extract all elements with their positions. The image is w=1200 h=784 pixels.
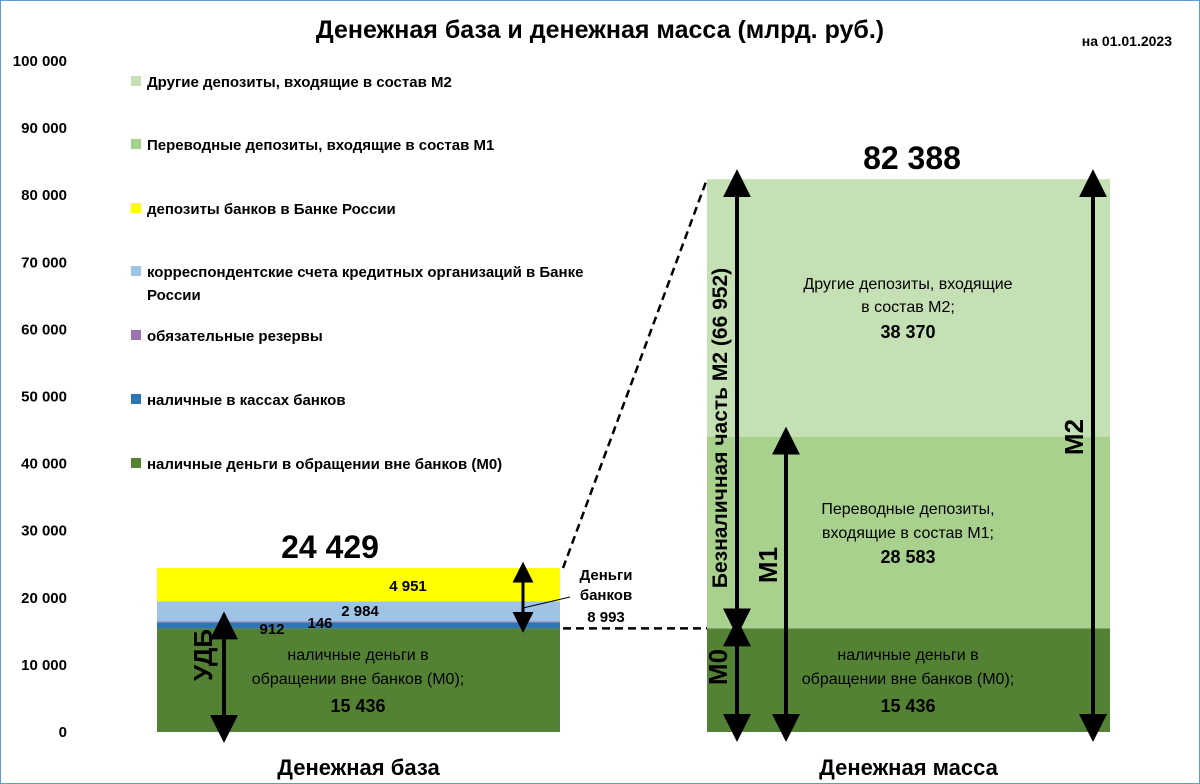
segment-text: Другие депозиты, входящие bbox=[803, 276, 1012, 293]
bar-segment bbox=[157, 601, 560, 622]
bar-total-label: 24 429 bbox=[281, 529, 379, 565]
y-tick-label: 0 bbox=[59, 724, 67, 741]
segment-text: входящие в состав М1; bbox=[822, 525, 994, 542]
legend-label: наличные деньги в обращении вне банков (… bbox=[147, 456, 502, 473]
m0-label: М0 bbox=[703, 649, 733, 685]
segment-value: 15 436 bbox=[330, 696, 385, 716]
connector-dashed bbox=[561, 178, 709, 569]
segment-text: наличные деньги в bbox=[287, 647, 428, 664]
y-tick-label: 100 000 bbox=[13, 53, 67, 70]
legend-swatch bbox=[131, 330, 141, 340]
legend-label: России bbox=[147, 287, 201, 304]
y-tick-label: 70 000 bbox=[21, 254, 67, 271]
segment-value: 38 370 bbox=[880, 322, 935, 342]
segment-value: 15 436 bbox=[880, 696, 935, 716]
y-tick-label: 30 000 bbox=[21, 523, 67, 540]
segment-value: 912 bbox=[259, 621, 284, 638]
y-axis: 0 10 000 20 000 30 000 40 000 50 000 60 000 70 … bbox=[13, 53, 67, 741]
segment-value: 4 951 bbox=[389, 578, 427, 595]
y-tick-label: 50 000 bbox=[21, 389, 67, 406]
legend-swatch bbox=[131, 266, 141, 276]
chart-title: Денежная база и денежная масса (млрд. ру… bbox=[316, 16, 884, 44]
annotations: наличные деньги в обращении вне банков (М… bbox=[188, 169, 1107, 743]
legend-swatch bbox=[131, 76, 141, 86]
bank-money-leader bbox=[522, 596, 571, 609]
bar-total-label: 82 388 bbox=[863, 140, 961, 176]
legend-label: Другие депозиты, входящие в состав М2 bbox=[147, 74, 452, 91]
bar-segment bbox=[157, 622, 560, 629]
bar-segment bbox=[707, 179, 1110, 437]
y-tick-label: 20 000 bbox=[21, 590, 67, 607]
x-category-label: Денежная база bbox=[277, 755, 440, 780]
x-category-label: Денежная масса bbox=[819, 755, 998, 780]
noncash-label: Безналичная часть М2 (66 952) bbox=[709, 268, 732, 588]
bank-money-label: Деньги bbox=[580, 567, 633, 584]
legend-swatch bbox=[131, 394, 141, 404]
segment-value: 2 984 bbox=[341, 603, 379, 620]
legend-swatch bbox=[131, 203, 141, 213]
m1-label: М1 bbox=[753, 547, 783, 583]
bars: 24 429 Денежная база 82 388 Денежная масса bbox=[157, 140, 1110, 780]
legend-label: наличные в кассах банков bbox=[147, 392, 346, 409]
legend-label: Переводные депозиты, входящие в состав М… bbox=[147, 137, 494, 154]
legend-swatch bbox=[131, 458, 141, 468]
legend-label: обязательные резервы bbox=[147, 328, 323, 345]
legend: Другие депозиты, входящие в состав М2 Пер… bbox=[131, 74, 583, 473]
legend-label: корреспондентские счета кредитных органи… bbox=[147, 264, 583, 281]
y-tick-label: 10 000 bbox=[21, 657, 67, 674]
bank-money-value: 8 993 bbox=[587, 609, 625, 626]
legend-swatch bbox=[131, 139, 141, 149]
y-tick-label: 80 000 bbox=[21, 187, 67, 204]
date-label: на 01.01.2023 bbox=[1082, 33, 1172, 49]
bar-segment bbox=[157, 568, 560, 602]
segment-text: обращении вне банков (М0); bbox=[252, 671, 464, 688]
udb-label: УДБ bbox=[188, 629, 218, 681]
segment-text: наличные деньги в bbox=[837, 647, 978, 664]
segment-value: 28 583 bbox=[880, 547, 935, 567]
segment-text: Переводные депозиты, bbox=[821, 501, 994, 518]
segment-value: 146 bbox=[307, 615, 332, 632]
y-tick-label: 40 000 bbox=[21, 456, 67, 473]
bank-money-label: банков bbox=[580, 587, 632, 604]
y-tick-label: 90 000 bbox=[21, 120, 67, 137]
segment-text: обращении вне банков (М0); bbox=[802, 671, 1014, 688]
segment-text: в состав М2; bbox=[861, 299, 955, 316]
legend-label: депозиты банков в Банке России bbox=[147, 201, 396, 218]
bar-segment bbox=[157, 621, 560, 623]
y-tick-label: 60 000 bbox=[21, 321, 67, 338]
m2-label: М2 bbox=[1059, 419, 1089, 455]
